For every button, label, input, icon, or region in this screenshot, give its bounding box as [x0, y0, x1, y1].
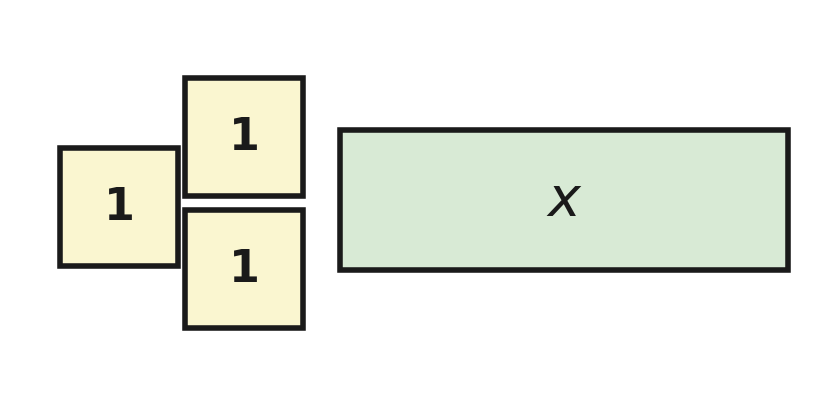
- FancyBboxPatch shape: [184, 210, 303, 328]
- Text: 1: 1: [228, 115, 259, 158]
- Text: $x$: $x$: [545, 174, 581, 227]
- Text: 1: 1: [103, 186, 134, 229]
- FancyBboxPatch shape: [60, 148, 178, 266]
- FancyBboxPatch shape: [184, 78, 303, 196]
- FancyBboxPatch shape: [340, 130, 787, 270]
- Text: 1: 1: [228, 247, 259, 290]
